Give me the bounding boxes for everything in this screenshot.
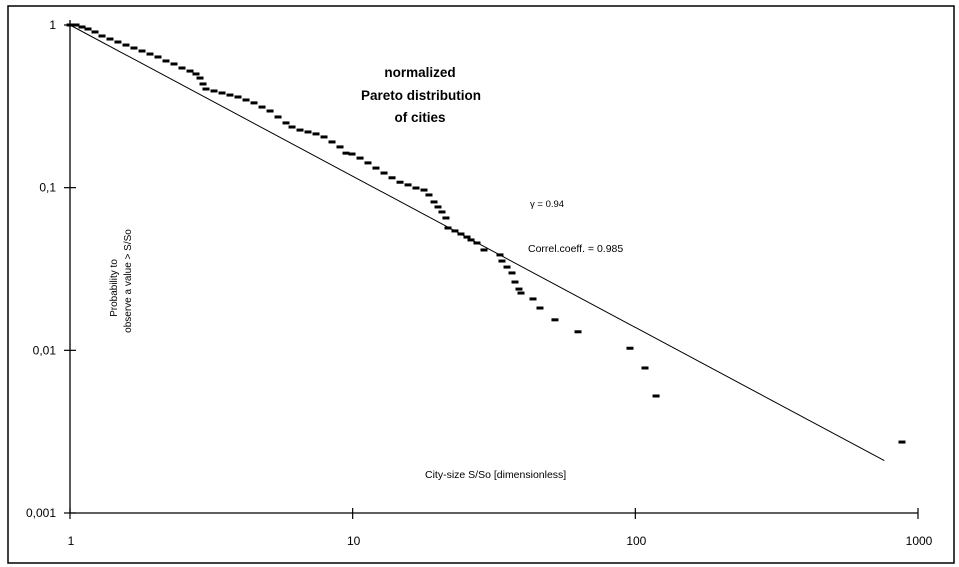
title-line: normalized xyxy=(384,65,455,80)
chart-frame xyxy=(7,5,955,564)
data-point xyxy=(511,280,519,284)
data-point xyxy=(320,135,328,139)
data-point xyxy=(66,23,74,27)
data-point xyxy=(412,186,420,190)
data-point xyxy=(388,176,396,180)
data-point xyxy=(296,128,304,132)
data-point xyxy=(574,330,582,334)
data-point xyxy=(78,25,86,29)
data-point xyxy=(444,226,452,230)
data-point xyxy=(551,318,559,322)
data-point xyxy=(186,69,194,73)
data-point xyxy=(356,156,364,160)
data-point xyxy=(91,30,99,34)
data-point xyxy=(138,49,146,53)
data-point xyxy=(304,130,312,134)
x-tick-label: 1 xyxy=(68,534,75,548)
data-point xyxy=(250,101,258,105)
data-point xyxy=(425,193,433,197)
data-point xyxy=(312,132,320,136)
data-point xyxy=(130,46,138,50)
data-point xyxy=(442,216,450,220)
data-point xyxy=(202,87,210,91)
data-point xyxy=(218,91,226,95)
data-point xyxy=(380,171,388,175)
data-point xyxy=(199,82,207,86)
title-line: of cities xyxy=(394,110,445,125)
x-tick-label: 100 xyxy=(626,534,646,548)
y-axis-label-line: observe a value > S/So xyxy=(123,229,134,333)
data-point xyxy=(234,95,242,99)
data-point xyxy=(508,271,516,275)
data-point xyxy=(146,52,154,56)
data-point xyxy=(420,188,428,192)
data-point xyxy=(196,76,204,80)
data-point xyxy=(328,140,336,144)
data-point xyxy=(348,152,356,156)
data-point xyxy=(336,145,344,149)
data-point xyxy=(652,394,660,398)
data-point xyxy=(178,66,186,70)
y-tick-label: 0,001 xyxy=(26,506,56,520)
data-point xyxy=(536,306,544,310)
data-point xyxy=(396,180,404,184)
y-axis-label-line: Probability to xyxy=(109,259,120,317)
data-point xyxy=(404,183,412,187)
data-point xyxy=(515,287,523,291)
data-point xyxy=(342,151,350,155)
data-point xyxy=(162,59,170,63)
data-point xyxy=(258,105,266,109)
data-point xyxy=(626,346,634,350)
chart-title: normalized Pareto distribution of cities xyxy=(361,65,481,125)
data-point xyxy=(274,115,282,119)
data-point xyxy=(192,72,200,76)
data-point xyxy=(641,366,649,370)
gamma-annotation: γ = 0.94 xyxy=(530,199,564,210)
data-point xyxy=(170,62,178,66)
y-tick-label: 1 xyxy=(49,18,56,32)
data-points xyxy=(66,23,906,444)
data-point xyxy=(72,23,80,27)
data-point xyxy=(242,98,250,102)
data-point xyxy=(503,265,511,269)
data-point xyxy=(498,259,506,263)
data-point xyxy=(84,27,92,31)
data-point xyxy=(288,125,296,129)
data-point xyxy=(457,232,465,236)
data-point xyxy=(364,161,372,165)
data-point xyxy=(98,34,106,38)
data-point xyxy=(282,121,290,125)
data-point xyxy=(114,40,122,44)
x-tick-label: 1000 xyxy=(906,534,933,548)
data-point xyxy=(517,291,525,295)
data-point xyxy=(154,55,162,59)
correlation-annotation: Correl.coeff. = 0.985 xyxy=(528,243,623,255)
title-line: Pareto distribution xyxy=(361,88,481,103)
data-point xyxy=(898,440,906,444)
data-point xyxy=(266,109,274,113)
data-point xyxy=(473,241,481,245)
y-axis-label: Probability to observe a value > S/So xyxy=(109,229,134,333)
data-point xyxy=(480,248,488,252)
data-point xyxy=(434,205,442,209)
data-point xyxy=(210,89,218,93)
data-point xyxy=(122,43,130,47)
data-point xyxy=(463,235,471,239)
data-point xyxy=(496,253,504,257)
axis-ticks: 1 0,1 0,01 0,001 1 10 100 1000 xyxy=(26,18,933,548)
data-point xyxy=(430,200,438,204)
data-point xyxy=(226,93,234,97)
y-tick-label: 0,01 xyxy=(33,343,57,357)
data-point xyxy=(438,210,446,214)
x-tick-label: 10 xyxy=(347,534,361,548)
data-point xyxy=(106,37,114,41)
x-axis-label: City-size S/So [dimensionless] xyxy=(425,469,566,481)
y-tick-label: 0,1 xyxy=(39,181,56,195)
data-point xyxy=(372,166,380,170)
data-point xyxy=(467,238,475,242)
data-point xyxy=(529,297,537,301)
data-point xyxy=(451,229,459,233)
